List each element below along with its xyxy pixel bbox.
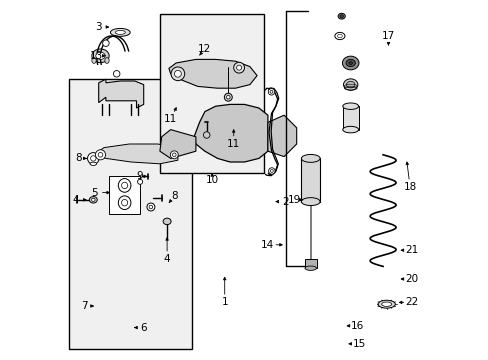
Ellipse shape xyxy=(90,156,96,161)
Ellipse shape xyxy=(343,79,357,90)
Text: 10: 10 xyxy=(205,175,218,185)
Text: 11: 11 xyxy=(164,114,177,124)
Ellipse shape xyxy=(170,151,178,159)
Ellipse shape xyxy=(342,126,358,133)
Bar xyxy=(301,158,320,202)
Ellipse shape xyxy=(90,162,96,166)
Text: 14: 14 xyxy=(261,240,274,250)
Ellipse shape xyxy=(104,58,109,63)
Ellipse shape xyxy=(268,168,275,174)
Ellipse shape xyxy=(334,32,344,40)
Ellipse shape xyxy=(163,218,171,225)
Ellipse shape xyxy=(137,179,142,184)
Ellipse shape xyxy=(226,95,230,99)
Ellipse shape xyxy=(301,198,320,206)
Text: 19: 19 xyxy=(287,195,300,205)
Ellipse shape xyxy=(377,300,394,308)
Ellipse shape xyxy=(270,170,273,172)
Bar xyxy=(305,259,316,268)
Text: 4: 4 xyxy=(72,195,79,205)
Ellipse shape xyxy=(381,302,391,306)
Ellipse shape xyxy=(95,150,105,160)
Ellipse shape xyxy=(171,67,184,81)
Ellipse shape xyxy=(174,71,181,77)
Text: 2: 2 xyxy=(282,197,288,207)
Text: 1: 1 xyxy=(221,297,227,307)
Polygon shape xyxy=(267,115,296,157)
Text: 5: 5 xyxy=(91,188,98,198)
Text: 3: 3 xyxy=(95,22,102,32)
Ellipse shape xyxy=(113,71,120,77)
Ellipse shape xyxy=(236,65,241,70)
Text: 15: 15 xyxy=(352,339,366,349)
Polygon shape xyxy=(168,59,257,88)
Ellipse shape xyxy=(346,81,354,88)
Text: 6: 6 xyxy=(140,323,147,333)
Ellipse shape xyxy=(115,30,125,34)
Text: 9: 9 xyxy=(137,171,143,181)
Ellipse shape xyxy=(203,132,209,138)
Ellipse shape xyxy=(339,15,343,18)
Ellipse shape xyxy=(122,182,127,189)
Ellipse shape xyxy=(92,49,109,63)
Polygon shape xyxy=(99,144,178,164)
Ellipse shape xyxy=(172,153,176,157)
Text: 21: 21 xyxy=(405,245,418,255)
Ellipse shape xyxy=(337,13,345,19)
Text: 13: 13 xyxy=(89,51,102,61)
Ellipse shape xyxy=(342,56,358,70)
Ellipse shape xyxy=(305,266,316,270)
Ellipse shape xyxy=(89,197,97,203)
Text: 7: 7 xyxy=(81,301,87,311)
Ellipse shape xyxy=(102,40,109,46)
Ellipse shape xyxy=(87,153,99,164)
Ellipse shape xyxy=(233,62,244,73)
Ellipse shape xyxy=(92,58,96,63)
Ellipse shape xyxy=(348,62,352,64)
Text: 16: 16 xyxy=(350,321,364,331)
Text: 11: 11 xyxy=(226,139,240,149)
Ellipse shape xyxy=(149,205,152,209)
Ellipse shape xyxy=(269,90,272,93)
Text: 12: 12 xyxy=(198,44,211,54)
Ellipse shape xyxy=(110,28,130,36)
Bar xyxy=(109,176,140,214)
Ellipse shape xyxy=(96,52,105,59)
Ellipse shape xyxy=(91,198,95,202)
Bar xyxy=(342,106,358,130)
Ellipse shape xyxy=(224,93,232,101)
Text: 17: 17 xyxy=(381,31,394,41)
Polygon shape xyxy=(194,104,267,162)
Text: 8: 8 xyxy=(171,191,177,201)
Text: 20: 20 xyxy=(405,274,418,284)
Ellipse shape xyxy=(268,89,274,95)
Ellipse shape xyxy=(118,179,131,192)
Ellipse shape xyxy=(146,203,155,211)
Ellipse shape xyxy=(301,154,320,162)
Text: 22: 22 xyxy=(405,297,418,307)
Ellipse shape xyxy=(346,59,355,67)
Ellipse shape xyxy=(118,196,131,210)
Text: 4: 4 xyxy=(163,254,170,264)
Ellipse shape xyxy=(98,152,102,157)
Bar xyxy=(69,79,192,349)
Ellipse shape xyxy=(342,103,358,109)
Text: 8: 8 xyxy=(75,153,81,163)
Ellipse shape xyxy=(337,34,342,38)
Polygon shape xyxy=(99,79,143,108)
Bar xyxy=(160,14,264,173)
Text: 18: 18 xyxy=(403,182,416,192)
Polygon shape xyxy=(160,130,196,158)
Ellipse shape xyxy=(122,199,127,206)
